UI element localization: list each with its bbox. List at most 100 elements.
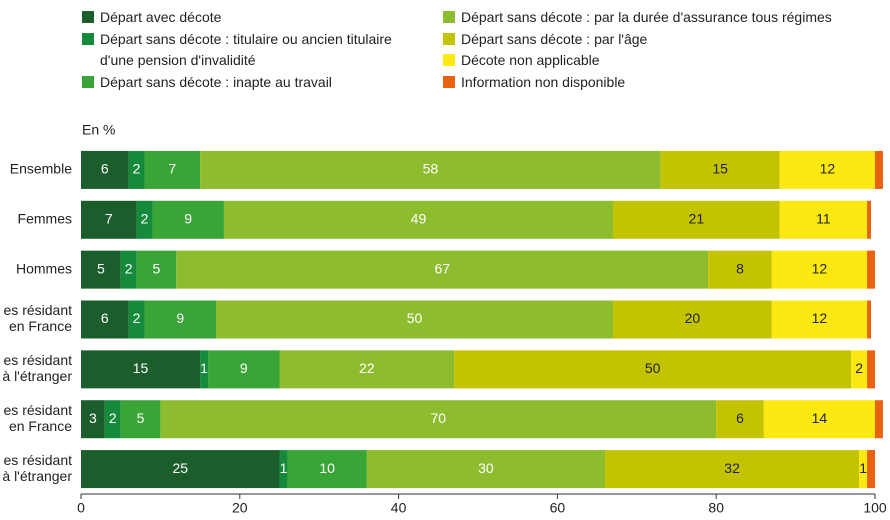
bar-segment [104, 400, 121, 439]
legend-swatch [443, 32, 455, 45]
data-label: 12 [812, 310, 828, 326]
bar-segment [287, 450, 367, 489]
bar-segment [136, 200, 153, 239]
bar-segment [875, 150, 883, 189]
data-label: 9 [184, 210, 192, 226]
legend-label: Départ avec décote [100, 9, 222, 25]
data-label: 1 [859, 460, 867, 476]
data-label: 7 [105, 210, 113, 226]
bar-segment [208, 350, 280, 389]
bar-segment [612, 200, 780, 239]
bar-segment [763, 400, 875, 439]
legend-label: Décote non applicable [461, 52, 600, 68]
y-tick-label: es résidant [4, 402, 73, 418]
data-label: 2 [125, 260, 133, 276]
legend-swatch [82, 32, 94, 45]
bar-segment [851, 350, 868, 389]
bar-segment [120, 250, 137, 289]
bar-segment [160, 400, 717, 439]
y-tick-label: es résidant [4, 302, 73, 318]
data-label: 9 [176, 310, 184, 326]
data-label: 14 [812, 410, 828, 426]
data-label: 32 [724, 460, 740, 476]
unit-label: En % [82, 122, 115, 138]
data-label: 49 [411, 210, 427, 226]
y-tick-label: Hommes [16, 260, 72, 276]
bar-segment [81, 400, 105, 439]
data-label: 12 [820, 161, 836, 177]
bar-segment [771, 300, 868, 339]
legend-swatch [443, 75, 455, 88]
data-label: 2 [855, 360, 863, 376]
legend-label: Information non disponible [461, 73, 626, 90]
bar-segment [708, 250, 772, 289]
data-label: 10 [319, 460, 335, 476]
data-label: 9 [240, 360, 248, 376]
legend-swatch [82, 75, 94, 88]
bar-segment [867, 300, 872, 339]
data-label: 15 [133, 360, 149, 376]
data-label: 67 [434, 260, 450, 276]
y-tick-label: es résidant [4, 452, 73, 468]
bar-segment [867, 250, 875, 289]
legend-swatch [443, 54, 455, 66]
bar-segment [81, 200, 137, 239]
bar-segment [366, 450, 606, 489]
data-label: 22 [359, 360, 375, 376]
bar-segment [605, 450, 860, 489]
bar-segment [279, 350, 455, 389]
legend-swatch [443, 11, 455, 23]
data-label: 12 [812, 260, 828, 276]
bar-segment [128, 300, 145, 339]
data-label: 2 [141, 210, 149, 226]
bar-segment [867, 200, 872, 239]
data-label: 15 [712, 161, 728, 177]
bar-segment [136, 250, 177, 289]
data-label: 58 [423, 161, 439, 177]
data-label: 5 [137, 410, 145, 426]
bar-segment [771, 250, 868, 289]
y-tick-label: es résidant [4, 352, 73, 368]
bar-segment [779, 200, 868, 239]
data-label: 6 [736, 410, 744, 426]
y-tick-label: à l'étranger [2, 468, 72, 484]
data-label: 20 [685, 310, 701, 326]
bar-segment [152, 200, 224, 239]
legend-label: Départ sans décote : par la durée d'assu… [461, 9, 832, 25]
data-label: 5 [97, 260, 105, 276]
data-label: 50 [407, 310, 423, 326]
bar-segment [215, 300, 613, 339]
bar-segment [81, 350, 201, 389]
data-label: 3 [89, 410, 97, 426]
data-label: 1 [200, 360, 208, 376]
bar-segment [200, 150, 661, 189]
bar-segment [120, 400, 161, 439]
y-tick-label: Femmes [18, 210, 72, 226]
data-label: 21 [689, 210, 705, 226]
bar-segment [223, 200, 613, 239]
bar-segment [867, 350, 875, 389]
y-tick-label: à l'étranger [2, 368, 72, 384]
x-tick-label: 0 [77, 500, 85, 516]
y-tick-label: en France [9, 418, 72, 434]
y-tick-label: en France [9, 318, 72, 334]
legend-label: Départ sans décote : par l'âge [461, 30, 648, 47]
legend-item: Départ sans décote : par la durée d'assu… [443, 7, 888, 29]
bar-segment [128, 150, 145, 189]
bar-segment [779, 150, 875, 189]
bar-segment [81, 150, 129, 189]
data-label: 5 [153, 260, 161, 276]
bar-segment [660, 150, 780, 189]
legend-item: Départ sans décote : par l'âge [443, 29, 888, 51]
x-tick-label: 40 [391, 500, 407, 516]
data-label: 6 [101, 310, 109, 326]
bar-segment [875, 400, 883, 439]
legend-item: Départ avec décote [82, 7, 422, 29]
bar-segment [454, 350, 852, 389]
data-label: 50 [645, 360, 661, 376]
bar-segment [612, 300, 772, 339]
bar-segment [279, 450, 288, 489]
data-label: 2 [133, 310, 141, 326]
